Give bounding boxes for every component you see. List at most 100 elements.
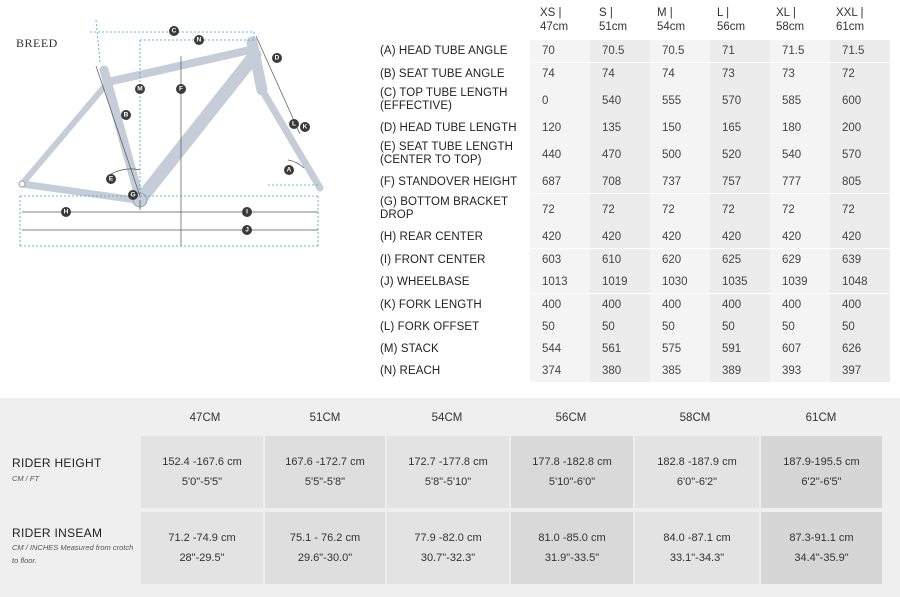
svg-text:J: J [245, 227, 249, 234]
svg-text:F: F [179, 86, 183, 93]
size-header-xxl: XXL | 61cm [836, 7, 865, 33]
geometry-cell: 420 [650, 226, 710, 248]
dim-badge-g: G [128, 190, 138, 200]
dim-badge-b: B [121, 110, 131, 120]
geometry-cell: 165 [710, 117, 770, 139]
svg-text:K: K [303, 124, 308, 131]
geometry-cell: 74 [650, 63, 710, 85]
geometry-cell: 400 [530, 294, 590, 316]
geometry-cell: 420 [530, 226, 590, 248]
geometry-cell: 50 [590, 316, 650, 338]
geometry-cell: 389 [710, 360, 770, 382]
geometry-row-cells: 400 400 400 400 400 400 [530, 294, 890, 316]
geometry-cell: 72 [830, 194, 890, 226]
fit-cell-metric: 81.0 -85.0 cm [538, 532, 606, 544]
geometry-row: (M) STACK 544 561 575 591 607 626 [376, 338, 890, 360]
geometry-cell: 687 [530, 171, 590, 193]
fit-cell-imperial: 5'5"-5'8" [304, 476, 346, 488]
svg-text:C: C [172, 28, 177, 35]
geometry-cell: 420 [770, 226, 830, 248]
fit-cell-imperial: 29.6"-30.0" [297, 552, 353, 564]
geometry-cell: 575 [650, 338, 710, 360]
dimension-lines-solid [22, 35, 318, 246]
geometry-row-cells: 374 380 385 389 393 397 [530, 360, 890, 382]
fit-cell: 172.7 -177.8 cm 5'8"-5'10" [387, 436, 509, 508]
fit-cell: 75.1 - 76.2 cm 29.6"-30.0" [265, 512, 385, 584]
geometry-cell: 71.5 [770, 40, 830, 62]
geometry-row-cells: 687 708 737 757 777 805 [530, 171, 890, 193]
geometry-row-cells: 1013 1019 1030 1035 1039 1048 [530, 271, 890, 293]
rider-fit-table: 47CM 51CM 54CM 56CM 58CM 61CM RIDER HEIG… [0, 398, 900, 597]
fit-cell-metric: 71.2 -74.9 cm [168, 532, 236, 544]
svg-text:A: A [287, 167, 292, 174]
geometry-cell: 72 [830, 63, 890, 85]
svg-text:L: L [292, 121, 296, 128]
geometry-cell: 50 [650, 316, 710, 338]
geometry-row: (L) FORK OFFSET 50 50 50 50 50 50 [376, 316, 890, 338]
fit-cell-metric: 75.1 - 76.2 cm [289, 532, 361, 544]
dim-badge-m: M [135, 84, 145, 94]
geometry-cell: 500 [650, 139, 710, 171]
geometry-cell: 1030 [650, 271, 710, 293]
geometry-row-label: (H) REAR CENTER [380, 231, 484, 243]
fit-col-header: 61CM [805, 412, 837, 424]
rider-height-subtitle: CM / FT [12, 474, 40, 483]
geometry-cell: 591 [710, 338, 770, 360]
size-header-s: S | 51cm [599, 7, 628, 33]
geometry-cell: 73 [770, 63, 830, 85]
svg-text:D: D [275, 55, 280, 62]
geometry-cell: 629 [770, 249, 830, 271]
fit-cell-imperial: 6'2"-6'5" [801, 476, 842, 488]
fit-cell: 182.8 -187.9 cm 6'0"-6'2" [635, 436, 759, 508]
geometry-cell: 600 [830, 85, 890, 117]
dim-badge-h: H [61, 207, 71, 217]
geometry-row-label: (L) FORK OFFSET [380, 321, 480, 333]
frame-geometry-diagram: BREED C N D M F B [16, 19, 324, 247]
fit-cell-metric: 187.9-195.5 cm [783, 456, 860, 468]
geometry-cell: 374 [530, 360, 590, 382]
fit-col-header: 58CM [679, 412, 711, 424]
dim-badge-e: E [106, 174, 116, 184]
geometry-row-label: (G) BOTTOM BRACKET DROP [380, 196, 508, 221]
geometry-cell: 397 [830, 360, 890, 382]
geometry-cell: 72 [710, 194, 770, 226]
geometry-cell: 777 [770, 171, 830, 193]
geometry-row-label: (D) HEAD TUBE LENGTH [380, 122, 517, 134]
fit-cell: 152.4 -167.6 cm 5'0"-5'5" [141, 436, 263, 508]
geometry-cell: 639 [830, 249, 890, 271]
fit-cell: 187.9-195.5 cm 6'2"-6'5" [761, 436, 882, 508]
dim-badge-i: I [242, 207, 252, 217]
geometry-cell: 570 [710, 85, 770, 117]
geometry-cell: 805 [830, 171, 890, 193]
geometry-row-cells: 74 74 74 73 73 72 [530, 63, 890, 85]
geometry-row: (K) FORK LENGTH 400 400 400 400 400 400 [376, 294, 890, 316]
geometry-cell: 420 [710, 226, 770, 248]
geometry-row-label: (B) SEAT TUBE ANGLE [380, 68, 505, 80]
geometry-cell: 1039 [770, 271, 830, 293]
fit-cell-imperial: 6'0"-6'2" [676, 476, 718, 488]
geometry-cell: 71 [710, 40, 770, 62]
fit-cell: 81.0 -85.0 cm 31.9"-33.5" [511, 512, 633, 584]
fit-cell: 87.3-91.1 cm 34.4"-35.9" [761, 512, 882, 584]
fit-cell-metric: 87.3-91.1 cm [789, 532, 854, 544]
geometry-cell: 570 [830, 139, 890, 171]
fit-cell-imperial: 5'10"-6'0" [548, 476, 596, 488]
geometry-cell: 757 [710, 171, 770, 193]
geometry-cell: 400 [710, 294, 770, 316]
geometry-cell: 72 [590, 194, 650, 226]
svg-text:E: E [109, 176, 114, 183]
geometry-row-cells: 70 70.5 70.5 71 71.5 71.5 [530, 40, 890, 62]
geometry-row-label: (K) FORK LENGTH [380, 299, 482, 311]
geometry-cell: 70.5 [650, 40, 710, 62]
fit-cell-imperial: 31.9"-33.5" [544, 552, 600, 564]
dim-badge-k: K [300, 122, 310, 132]
geometry-cell: 70 [530, 40, 590, 62]
geometry-cell: 544 [530, 338, 590, 360]
geometry-row-label: (I) FRONT CENTER [380, 254, 486, 266]
svg-text:M: M [137, 86, 142, 93]
fit-cell-metric: 172.7 -177.8 cm [408, 456, 488, 468]
rider-inseam-subtitle: CM / INCHES Measured from crotch to floo… [12, 543, 134, 565]
geometry-cell: 400 [770, 294, 830, 316]
geometry-cell: 380 [590, 360, 650, 382]
geometry-row: (A) HEAD TUBE ANGLE 70 70.5 70.5 71 71.5 71.5 [376, 40, 890, 62]
